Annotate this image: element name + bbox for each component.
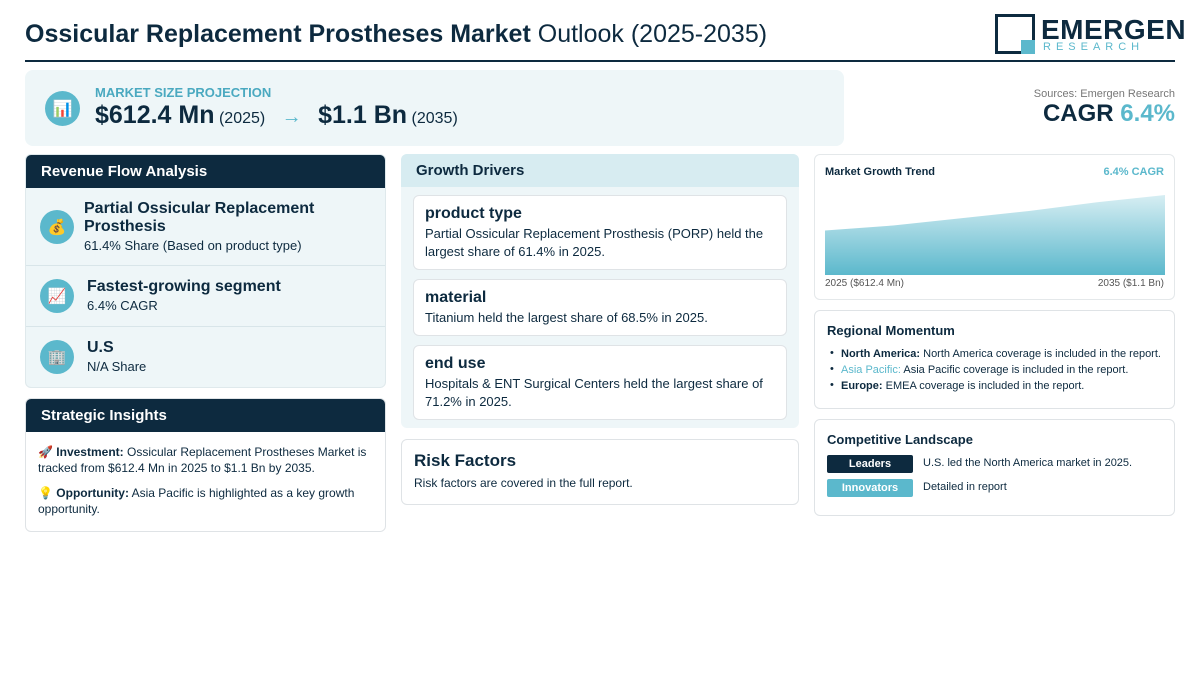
- regional-momentum-heading: Regional Momentum: [827, 323, 955, 338]
- end-value: $1.1 Bn: [318, 101, 408, 129]
- competitive-row-leaders: Leaders U.S. led the North America marke…: [827, 455, 1162, 479]
- risk-factors-text: Risk factors are covered in the full rep…: [414, 476, 633, 490]
- emergen-logo[interactable]: EMERGEN RESEARCH: [995, 14, 1186, 56]
- building-icon: 🏢: [40, 340, 74, 374]
- driver-card: end use Hospitals & ENT Surgical Centers…: [413, 345, 787, 420]
- strategic-insights-panel: Strategic Insights 🚀 Investment: Ossicul…: [25, 398, 386, 532]
- header: Ossicular Replacement Prostheses Market …: [25, 12, 1186, 62]
- competitive-landscape-heading: Competitive Landscape: [827, 432, 973, 447]
- investment-insight: 🚀 Investment: Ossicular Replacement Pros…: [38, 445, 367, 475]
- revenue-item-sub: 6.4% CAGR: [87, 298, 158, 313]
- innovators-text: Detailed in report: [923, 481, 1007, 493]
- bar-chart-icon: 📊: [45, 91, 80, 126]
- trend-area-svg: [825, 195, 1165, 275]
- revenue-item-title: U.S: [87, 339, 114, 356]
- logo-subtitle: RESEARCH: [1043, 41, 1145, 53]
- regional-momentum-panel: Regional Momentum North America: North A…: [814, 310, 1175, 409]
- strategic-insights-heading: Strategic Insights: [26, 399, 385, 432]
- competitive-landscape-panel: Competitive Landscape Leaders U.S. led t…: [814, 419, 1175, 516]
- risk-factors-panel: Risk Factors Risk factors are covered in…: [401, 439, 799, 505]
- projection-label: MARKET SIZE PROJECTION: [95, 85, 272, 100]
- leaders-badge: Leaders: [827, 455, 913, 473]
- lightbulb-icon: 💡: [38, 486, 53, 500]
- region-item-europe: Europe: EMEA coverage is included in the…: [827, 379, 1162, 392]
- logo-mark-icon: [995, 14, 1035, 54]
- chart-annotation: 6.4% CAGR: [1103, 166, 1164, 178]
- chart-x-start-label: 2025 ($612.4 Mn): [825, 278, 904, 289]
- driver-card: product type Partial Ossicular Replaceme…: [413, 195, 787, 270]
- revenue-item-title: Fastest-growing segment: [87, 278, 281, 295]
- driver-title: end use: [425, 355, 486, 372]
- revenue-item-fastest: 📈 Fastest-growing segment 6.4% CAGR: [26, 266, 385, 327]
- arrow-right-icon: →: [281, 106, 302, 128]
- growth-drivers-panel: Growth Drivers product type Partial Ossi…: [401, 154, 799, 428]
- region-item-asia-pacific: Asia Pacific: Asia Pacific coverage is i…: [827, 363, 1162, 376]
- start-year: (2025): [218, 110, 266, 127]
- cagr-headline: CAGR 6.4%: [1042, 100, 1175, 127]
- rocket-icon: 🚀: [38, 445, 53, 459]
- revenue-flow-panel: Revenue Flow Analysis 💰 Partial Ossicula…: [25, 154, 386, 388]
- sources-text: Sources: Emergen Research: [1033, 88, 1175, 100]
- chart-x-end-label: 2035 ($1.1 Bn): [1097, 278, 1164, 289]
- leaders-text: U.S. led the North America market in 202…: [923, 457, 1133, 469]
- competitive-row-innovators: Innovators Detailed in report: [827, 479, 1162, 503]
- revenue-item-segment: 💰 Partial Ossicular Replacement Prosthes…: [26, 188, 385, 266]
- driver-title: product type: [425, 205, 522, 222]
- revenue-item-sub: N/A Share: [87, 359, 147, 374]
- opportunity-insight: 💡 Opportunity: Asia Pacific is highlight…: [38, 486, 355, 516]
- growth-drivers-heading: Growth Drivers: [401, 154, 799, 187]
- region-list: North America: North America coverage is…: [827, 347, 1162, 392]
- driver-desc: Partial Ossicular Replacement Prosthesis…: [425, 226, 764, 259]
- chart-title: Market Growth Trend: [825, 166, 936, 178]
- start-value: $612.4 Mn: [95, 101, 215, 129]
- money-bag-icon: 💰: [40, 210, 74, 244]
- end-year: (2035): [411, 110, 458, 127]
- cagr-value: 6.4%: [1120, 100, 1175, 127]
- revenue-item-title: Partial Ossicular Replacement Prosthesis: [84, 200, 315, 235]
- page-title: Ossicular Replacement Prostheses Market …: [25, 20, 768, 48]
- revenue-item-sub: 61.4% Share (Based on product type): [84, 238, 302, 253]
- market-size-projection: 📊 MARKET SIZE PROJECTION $612.4 Mn (2025…: [25, 70, 844, 146]
- risk-factors-heading: Risk Factors: [414, 451, 517, 470]
- projection-values: $612.4 Mn (2025) → $1.1 Bn (2035): [95, 101, 458, 130]
- driver-card: material Titanium held the largest share…: [413, 279, 787, 336]
- driver-desc: Titanium held the largest share of 68.5%…: [425, 310, 708, 325]
- logo-name: EMERGEN: [1041, 14, 1187, 45]
- revenue-item-region: 🏢 U.S N/A Share: [26, 327, 385, 387]
- trend-up-icon: 📈: [40, 279, 74, 313]
- market-growth-trend-chart: Market Growth Trend 6.4% CAGR 2025 ($612…: [814, 154, 1175, 300]
- innovators-badge: Innovators: [827, 479, 913, 497]
- trend-area: [825, 195, 1165, 275]
- region-item-north-america: North America: North America coverage is…: [827, 347, 1162, 360]
- revenue-flow-heading: Revenue Flow Analysis: [26, 155, 385, 188]
- driver-title: material: [425, 289, 487, 306]
- driver-desc: Hospitals & ENT Surgical Centers held th…: [425, 376, 763, 409]
